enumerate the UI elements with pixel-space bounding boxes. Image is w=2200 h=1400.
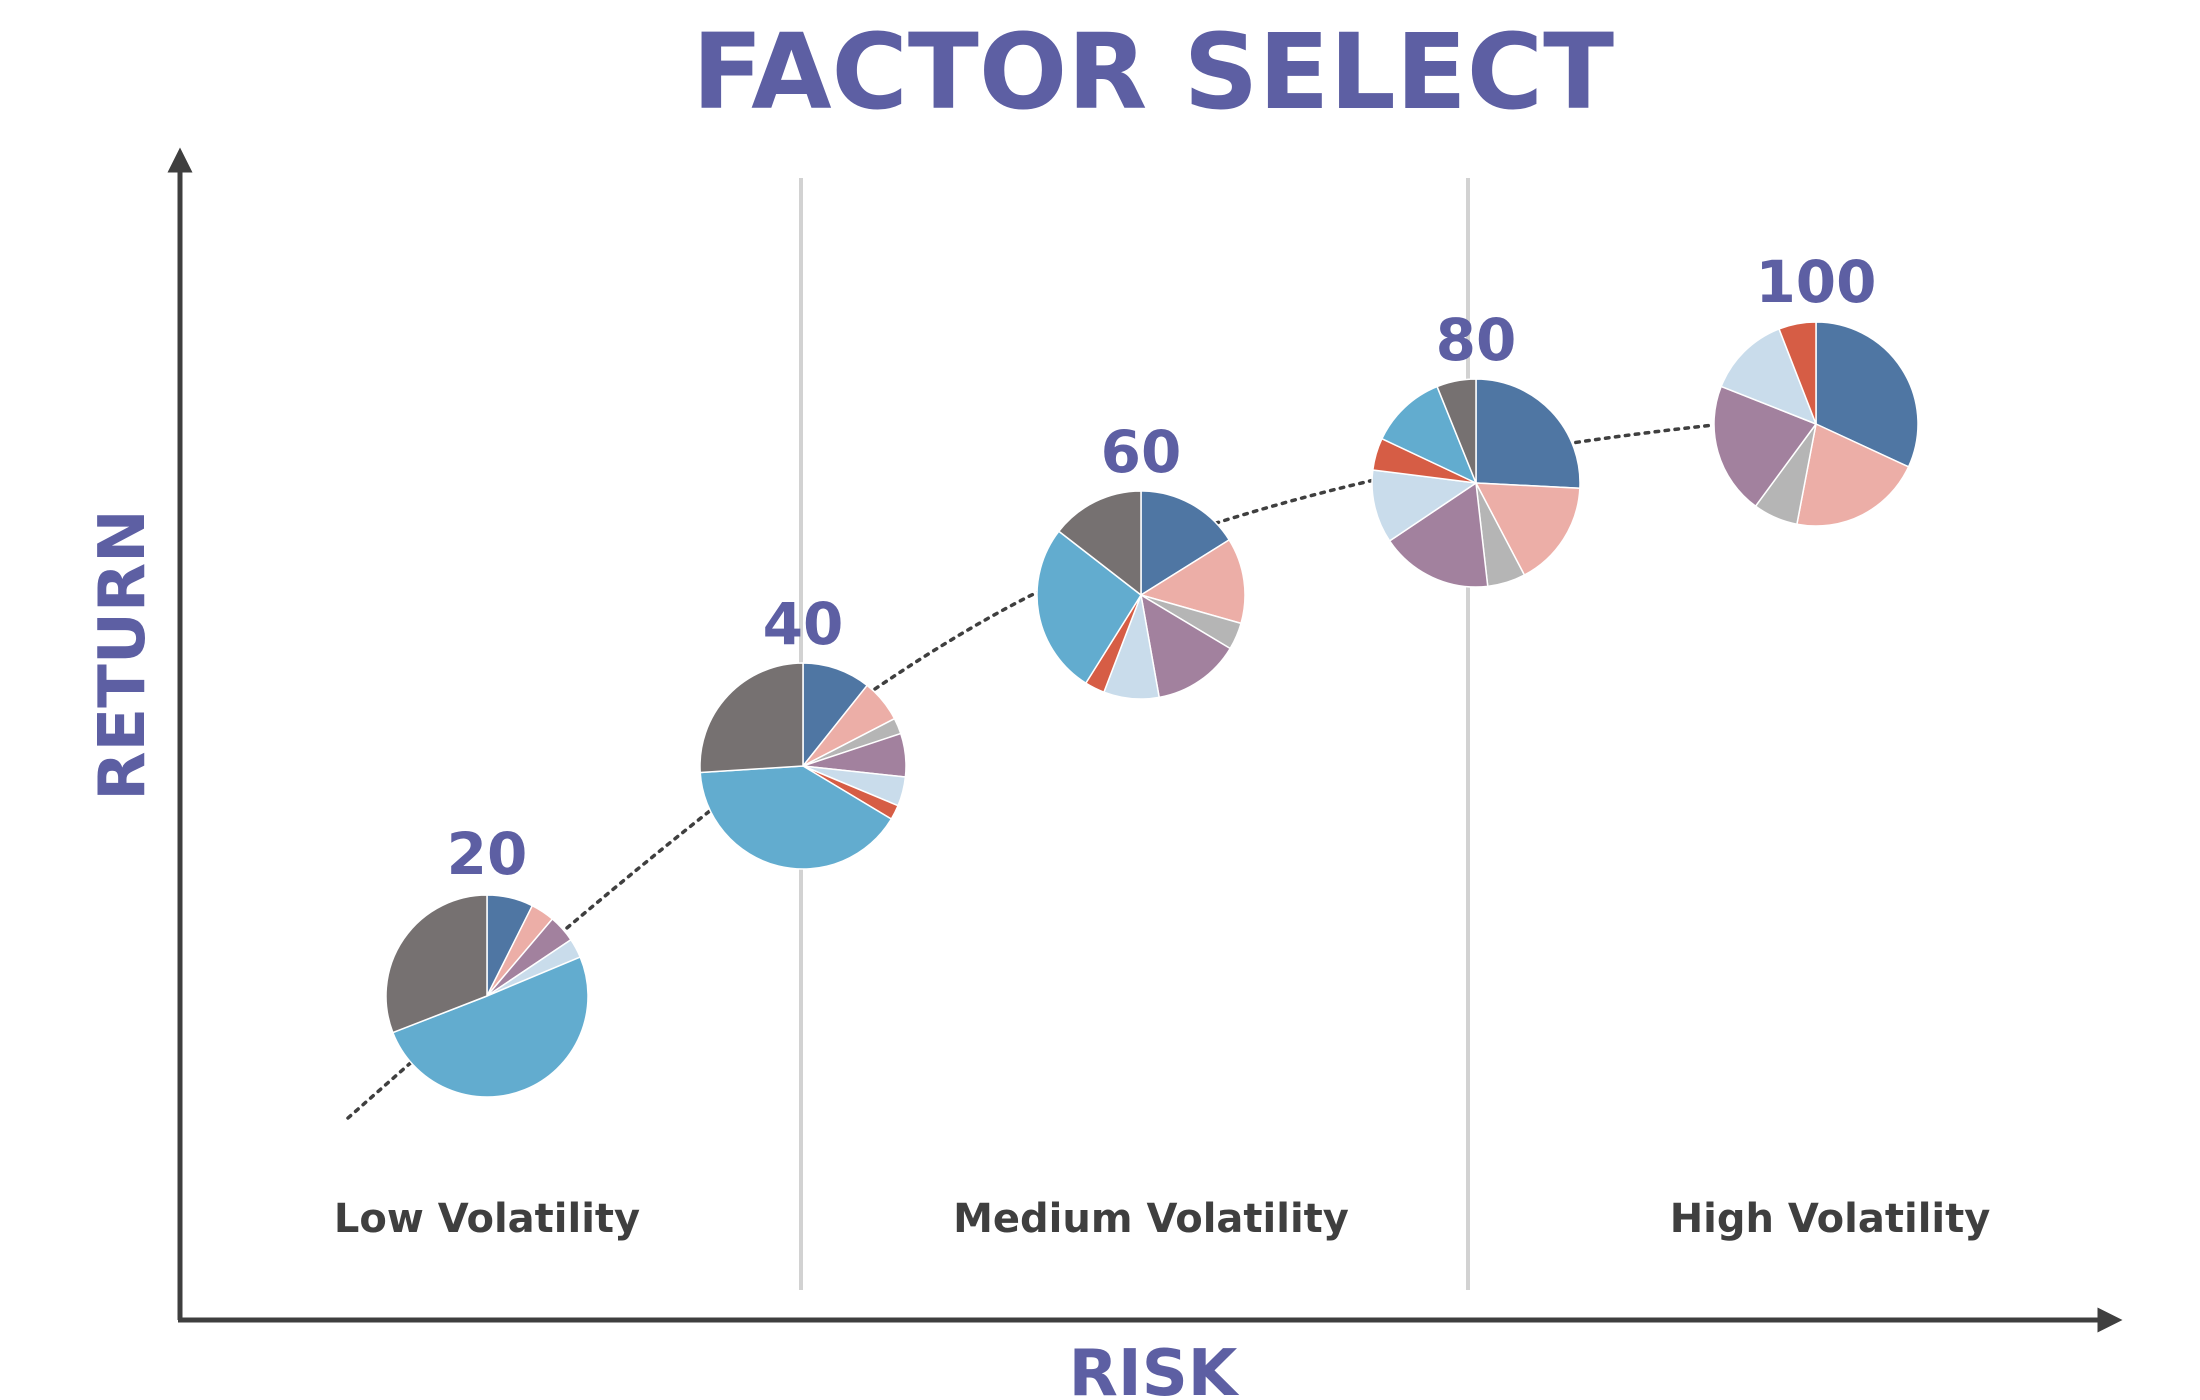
pie-slice-80-sky bbox=[1381, 385, 1477, 484]
portfolio-pie-40 bbox=[699, 662, 907, 870]
portfolio-pie-20 bbox=[385, 894, 589, 1098]
pie-slice-40-dark_gray bbox=[699, 662, 804, 774]
region-label-medium: Medium Volatility bbox=[953, 1196, 1349, 1242]
pie-slice-100-blue bbox=[1815, 321, 1919, 468]
pie-slice-60-dark_gray bbox=[1058, 490, 1142, 596]
pie-slice-80-salmon bbox=[1475, 482, 1581, 576]
pie-slice-20-sky bbox=[392, 956, 589, 1098]
portfolio-label-80: 80 bbox=[1436, 306, 1517, 374]
portfolio-label-60: 60 bbox=[1101, 418, 1182, 486]
y-axis-label: RETURN bbox=[86, 509, 160, 800]
portfolio-pie-100 bbox=[1713, 321, 1919, 527]
chart-title: FACTOR SELECT bbox=[692, 11, 1614, 133]
pie-slice-80-dark_gray bbox=[1436, 378, 1477, 484]
pie-slice-100-mauve bbox=[1713, 385, 1817, 507]
portfolio-pie-80 bbox=[1371, 378, 1581, 588]
pie-slice-40-blue bbox=[802, 662, 868, 767]
region-label-high: High Volatility bbox=[1670, 1196, 1991, 1242]
pie-slice-80-mauve bbox=[1388, 482, 1489, 588]
portfolio-label-40: 40 bbox=[763, 590, 844, 658]
pie-slice-80-light_blue bbox=[1371, 469, 1477, 542]
region-label-low: Low Volatility bbox=[334, 1196, 640, 1242]
pie-slice-100-salmon bbox=[1796, 423, 1910, 527]
pie-slice-60-salmon bbox=[1140, 539, 1246, 625]
portfolio-label-20: 20 bbox=[447, 820, 528, 888]
pie-slice-20-dark_gray bbox=[385, 894, 488, 1034]
pie-slice-40-sky bbox=[699, 765, 893, 870]
pie-slice-80-blue bbox=[1475, 378, 1581, 489]
x-axis-label: RISK bbox=[1069, 1337, 1240, 1400]
pie-slice-60-blue bbox=[1140, 490, 1230, 596]
pie-slice-60-sky bbox=[1036, 530, 1142, 684]
portfolio-label-100: 100 bbox=[1755, 248, 1876, 316]
pie-slice-100-light_blue bbox=[1720, 328, 1817, 425]
pie-slice-100-red bbox=[1778, 321, 1817, 425]
pie-slice-60-mauve bbox=[1140, 594, 1231, 699]
portfolio-pie-60 bbox=[1036, 490, 1246, 700]
